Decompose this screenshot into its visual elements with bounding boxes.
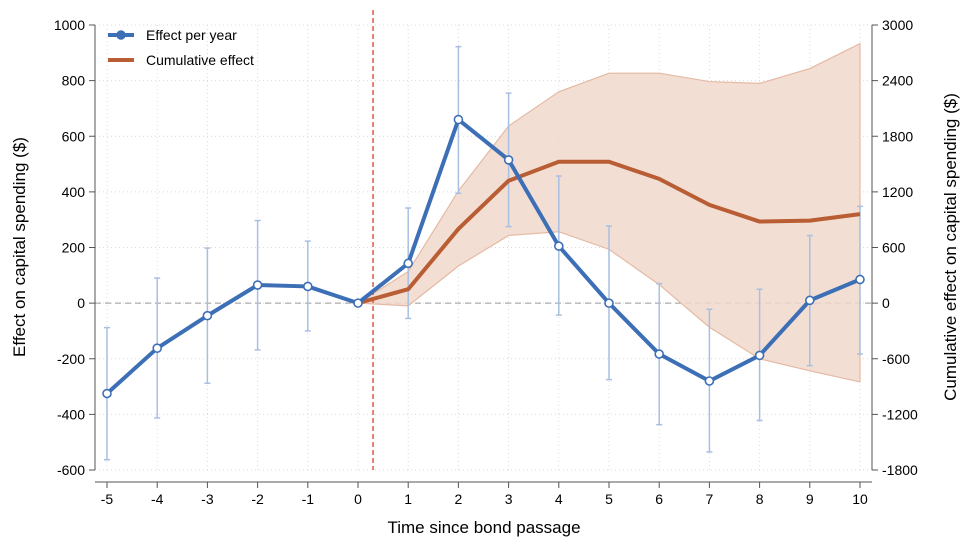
series-points [102, 114, 865, 399]
y-tick-label-left: -200 [57, 351, 85, 367]
series-line-cumulative-effect [357, 159, 861, 306]
data-point-effect [804, 295, 815, 306]
y-tick-label-right: -600 [882, 351, 910, 367]
x-tick-label: 9 [806, 491, 814, 507]
y-tick-label-right: 1800 [882, 128, 913, 144]
data-point-effect [152, 343, 162, 353]
data-point-effect [302, 281, 313, 292]
y-tick-label-left: 800 [62, 73, 86, 89]
x-tick-label: 4 [555, 491, 563, 507]
x-tick-label: -2 [251, 491, 264, 507]
x-tick-label: -1 [302, 491, 315, 507]
y-tick-label-left: -400 [57, 406, 85, 422]
x-tick-label: 8 [756, 491, 764, 507]
legend-label-cumulative: Cumulative effect [146, 52, 254, 68]
x-tick-label: 1 [404, 491, 412, 507]
y-tick-label-right: 600 [882, 240, 906, 256]
x-tick-label: -3 [201, 491, 214, 507]
x-tick-label: 2 [455, 491, 463, 507]
x-tick-label: 0 [354, 491, 362, 507]
y-axis-right-title: Cumulative effect on capital spending ($… [941, 93, 960, 401]
x-tick-label: 3 [505, 491, 513, 507]
y-tick-label-right: 0 [882, 295, 890, 311]
data-point-effect [604, 298, 614, 308]
data-point-effect [855, 274, 865, 285]
data-point-effect [202, 310, 213, 321]
data-point-effect [453, 114, 464, 125]
y-tick-label-right: 1200 [882, 184, 913, 200]
axes: -600-400-20002004006008001000-1800-1200-… [54, 17, 918, 507]
data-point-effect [704, 376, 715, 386]
x-axis-title: Time since bond passage [387, 518, 580, 537]
data-point-effect [503, 155, 514, 165]
legend-marker-effect [116, 30, 126, 40]
x-tick-label: 10 [852, 491, 868, 507]
y-tick-label-left: -600 [57, 462, 85, 478]
series-lines [105, 117, 861, 395]
data-point-effect [102, 388, 112, 399]
y-tick-label-right: -1800 [882, 462, 918, 478]
data-point-effect [654, 349, 665, 359]
y-axis-left-title: Effect on capital spending ($) [10, 137, 29, 357]
data-point-effect [353, 298, 363, 308]
y-tick-label-right: 3000 [882, 17, 913, 33]
y-tick-label-left: 400 [62, 184, 86, 200]
y-tick-label-right: 2400 [882, 73, 913, 89]
x-tick-label: 5 [605, 491, 613, 507]
data-point-effect [754, 350, 765, 361]
x-tick-label: 6 [655, 491, 663, 507]
x-tick-label: 7 [706, 491, 714, 507]
series-line-effect-per-year [105, 117, 861, 395]
y-tick-label-right: -1200 [882, 406, 918, 422]
y-tick-label-left: 1000 [54, 17, 85, 33]
y-tick-label-left: 200 [62, 240, 86, 256]
legend: Effect per year Cumulative effect [108, 27, 254, 68]
data-point-effect [553, 241, 564, 251]
data-point-effect [252, 280, 263, 290]
y-tick-label-left: 0 [77, 295, 85, 311]
y-tick-label-left: 600 [62, 128, 86, 144]
x-tick-label: -5 [101, 491, 114, 507]
legend-label-effect: Effect per year [146, 27, 237, 43]
x-tick-label: -4 [151, 491, 164, 507]
data-point-effect [403, 258, 414, 269]
